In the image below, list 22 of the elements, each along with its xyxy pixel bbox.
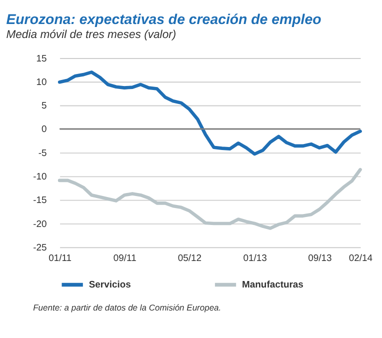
legend-label: Servicios (88, 280, 131, 291)
source-note: Fuente: a partir de datos de la Comisión Europea. (33, 302, 222, 312)
x-tick-label: 01/13 (243, 252, 267, 264)
x-tick-label: 09/11 (113, 252, 136, 264)
line-series (58, 168, 362, 230)
y-tick-label: -20 (33, 218, 47, 230)
y-tick-label: -5 (38, 148, 47, 159)
y-tick-label: 10 (36, 76, 47, 88)
y-tick-label: -25 (33, 242, 47, 254)
y-tick-label: 5 (42, 100, 47, 112)
legend-label: Manufacturas (242, 280, 304, 291)
x-tick-label: 02/14 (348, 252, 373, 264)
line-series (58, 70, 362, 156)
y-tick-label: -10 (33, 172, 47, 183)
y-tick-label: -15 (33, 195, 47, 206)
x-tick-label: 09/13 (308, 252, 332, 264)
y-tick-label: 15 (36, 53, 47, 64)
y-tick-label: 0 (42, 124, 47, 136)
x-tick-label: 01/11 (48, 252, 72, 264)
chart-subtitle: Media móvil de tres meses (valor) (6, 29, 176, 42)
chart-title: Eurozona: expectativas de creación de empleo (6, 12, 322, 28)
x-tick-label: 05/12 (178, 252, 202, 264)
